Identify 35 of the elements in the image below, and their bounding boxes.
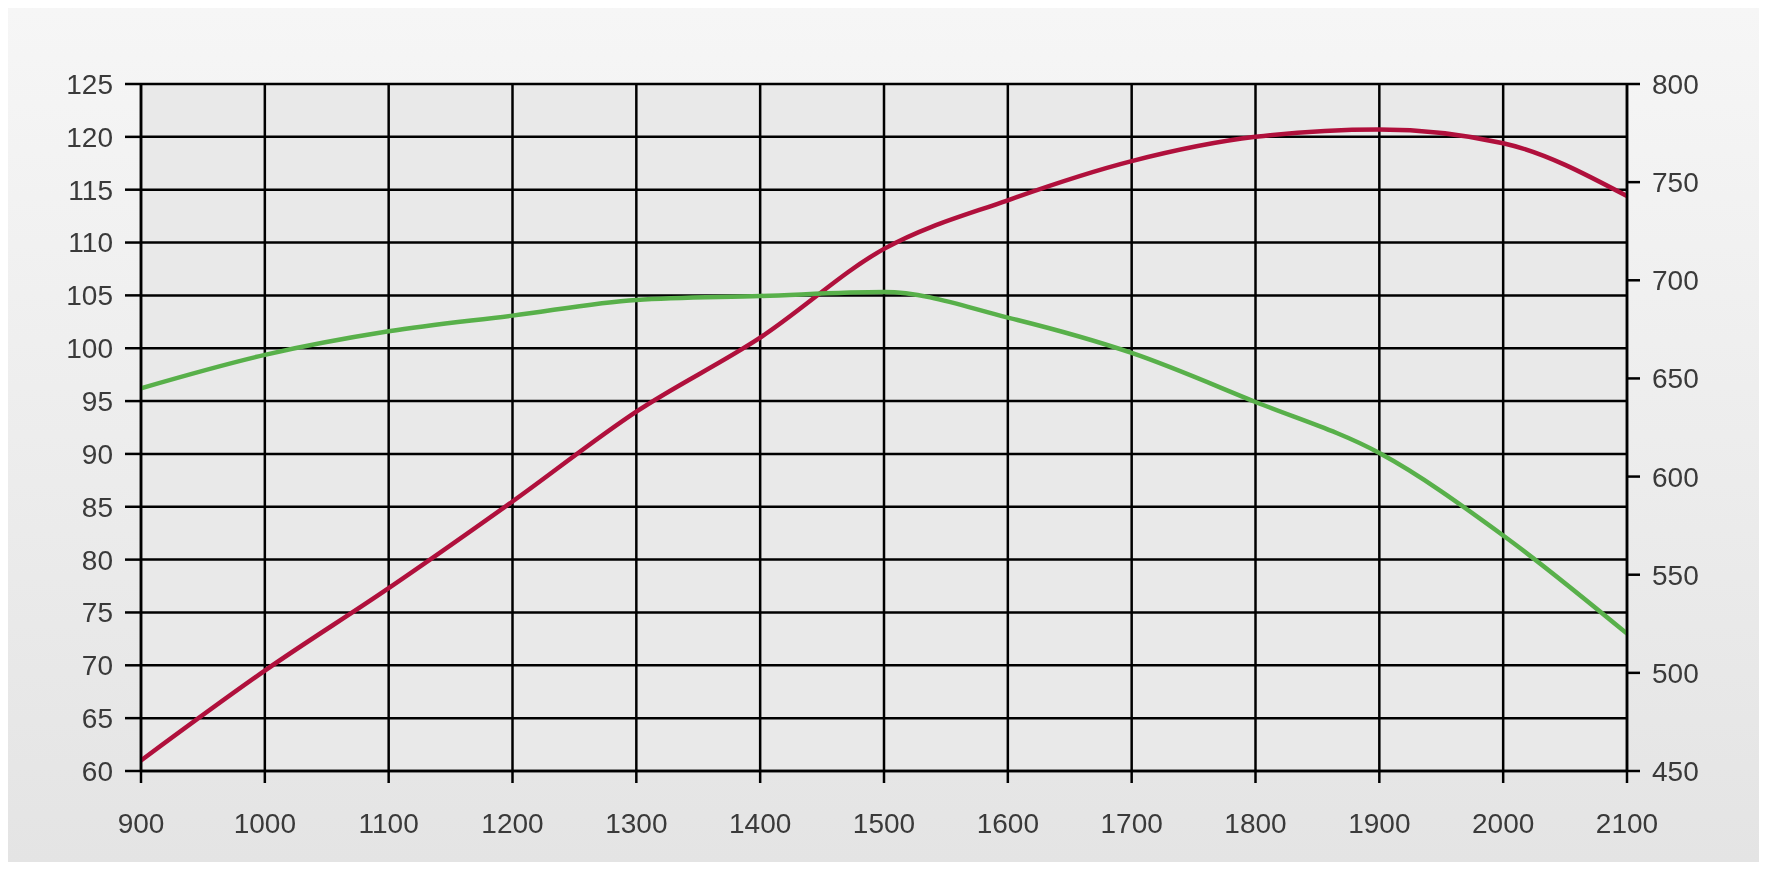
y2-tick-label: 700 — [1652, 265, 1699, 297]
y-tick-label: 115 — [68, 174, 113, 206]
y-tick-label: 125 — [66, 68, 113, 100]
y-tick-label: 95 — [81, 386, 113, 418]
y-tick-label: 110 — [68, 227, 113, 259]
y2-tick-label: 550 — [1652, 559, 1699, 591]
x-tick-label: 1000 — [233, 807, 296, 839]
y-tick-label: 60 — [81, 755, 113, 787]
x-tick-label: 2000 — [1472, 807, 1535, 839]
y2-tick-label: 600 — [1652, 461, 1699, 493]
y2-tick-label: 450 — [1652, 755, 1699, 787]
y-tick-label: 80 — [81, 544, 113, 576]
y-tick-label: 75 — [81, 597, 113, 629]
x-tick-label: 1300 — [605, 807, 668, 839]
y-tick-label: 105 — [66, 280, 113, 312]
y-tick-label: 85 — [81, 491, 113, 523]
x-tick-label: 1500 — [852, 807, 916, 839]
x-tick-label: 1800 — [1224, 807, 1287, 839]
x-tick-label: 1200 — [481, 807, 544, 839]
y2-tick-label: 650 — [1652, 363, 1699, 395]
x-tick-label: 1600 — [976, 807, 1039, 839]
y2-tick-label: 500 — [1652, 657, 1699, 689]
x-tick-label: 1400 — [729, 807, 792, 839]
y-tick-label: 120 — [66, 121, 113, 153]
y2-tick-label: 750 — [1652, 167, 1699, 199]
y-tick-label: 65 — [81, 703, 113, 735]
y-tick-label: 100 — [66, 333, 113, 365]
y-tick-label: 70 — [81, 650, 113, 682]
x-tick-label: 900 — [117, 807, 165, 839]
x-tick-label: 1900 — [1348, 807, 1411, 839]
y2-tick-label: 800 — [1652, 68, 1699, 100]
y-tick-label: 90 — [81, 438, 113, 470]
x-tick-label: 2100 — [1595, 807, 1659, 839]
x-tick-label: 1100 — [358, 807, 419, 839]
x-tick-label: 1700 — [1100, 807, 1163, 839]
